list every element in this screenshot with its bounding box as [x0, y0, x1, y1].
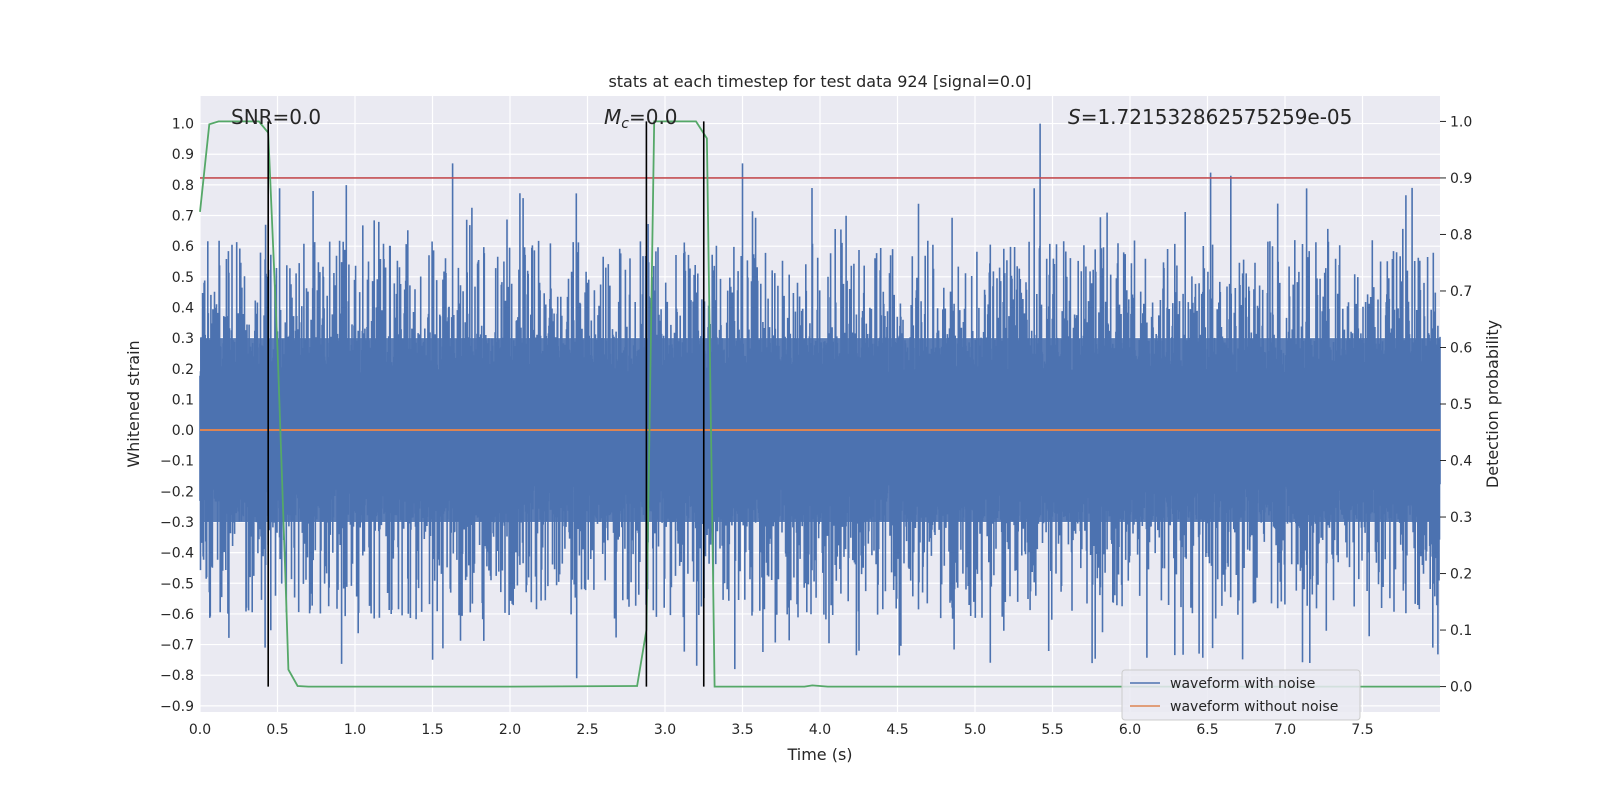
legend-label-clean: waveform without noise — [1170, 699, 1338, 715]
y-axis-ticks: 1.0 0.9 0.8 0.7 0.6 0.5 0.4 0.3 0.2 0.1 0.0 −0.1 −0.… — [160, 117, 194, 715]
x-tick-label: 7.5 — [1351, 722, 1373, 738]
x-tick-label: 0.0 — [189, 722, 211, 738]
x-axis-label: Time (s) — [786, 745, 852, 764]
y-tick-label: 0.5 — [172, 270, 194, 286]
y-axis-label: Whitened strain — [124, 340, 143, 467]
s-symbol: S — [1068, 105, 1081, 129]
y-tick-label: 0.8 — [172, 178, 194, 194]
y-tick-label: −0.9 — [160, 699, 194, 715]
y-tick-label: −0.5 — [160, 576, 194, 592]
y2-tick-label: 0.9 — [1450, 171, 1472, 187]
legend: waveform with noise waveform without noi… — [1121, 669, 1361, 721]
x-tick-label: 2.5 — [576, 722, 598, 738]
y-tick-label: 0.2 — [172, 362, 194, 378]
detection-probability-line — [199, 120, 1440, 688]
y2-tick-label: 1.0 — [1450, 114, 1472, 130]
x-tick-label: 6.0 — [1119, 722, 1141, 738]
x-tick-label: 3.5 — [731, 722, 753, 738]
x-tick-label: 0.5 — [266, 722, 288, 738]
vlines — [267, 121, 705, 687]
y-tick-label: −0.7 — [160, 638, 194, 654]
y2-tick-label: 0.7 — [1450, 284, 1472, 300]
x-tick-label: 5.0 — [964, 722, 986, 738]
mc-symbol: M — [604, 105, 621, 129]
y-tick-label: 0.7 — [172, 209, 194, 225]
x-tick-label: 4.0 — [809, 722, 831, 738]
y-tick-label: −0.8 — [160, 668, 194, 684]
y2-tick-label: 0.2 — [1450, 567, 1472, 583]
y2-axis-label: Detection probability — [1483, 320, 1502, 488]
s-annotation: S=1.721532862575259e-05 — [1068, 105, 1352, 129]
y-tick-label: −0.3 — [160, 515, 194, 531]
y-tick-label: 0.6 — [172, 239, 194, 255]
y-tick-label: −0.1 — [160, 454, 194, 470]
chart-title: stats at each timestep for test data 924… — [608, 72, 1031, 91]
x-axis-ticks: 0.0 0.5 1.0 1.5 2.0 2.5 3.0 3.5 4.0 4.5 5.0 5.5 6.0 6… — [189, 722, 1374, 738]
x-tick-label: 2.0 — [499, 722, 521, 738]
y2-tick-label: 0.6 — [1450, 340, 1472, 356]
y-tick-label: −0.2 — [160, 484, 194, 500]
y2-tick-label: 0.3 — [1450, 510, 1472, 526]
x-tick-label: 1.0 — [344, 722, 366, 738]
y2-tick-label: 0.5 — [1450, 397, 1472, 413]
x-tick-label: 4.5 — [886, 722, 908, 738]
x-tick-label: 1.5 — [421, 722, 443, 738]
y-tick-label: 0.0 — [172, 423, 194, 439]
series-detection-probability — [199, 120, 1440, 688]
mc-value: =0.0 — [629, 105, 678, 129]
y-tick-label: 0.1 — [172, 392, 194, 408]
x-tick-label: 6.5 — [1196, 722, 1218, 738]
y-tick-label: 0.9 — [172, 147, 194, 163]
x-tick-label: 5.5 — [1041, 722, 1063, 738]
mc-annotation: Mc=0.0 — [604, 105, 678, 132]
x-tick-label: 7.0 — [1274, 722, 1296, 738]
snr-annotation: SNR=0.0 — [231, 105, 321, 129]
y2-axis-ticks: 1.0 0.9 0.8 0.7 0.6 0.5 0.4 0.3 0.2 0.1 0.0 — [1440, 114, 1472, 696]
s-value: =1.721532862575259e-05 — [1081, 105, 1353, 129]
y2-tick-label: 0.4 — [1450, 454, 1472, 470]
y2-tick-label: 0.0 — [1450, 680, 1472, 696]
y2-tick-label: 0.1 — [1450, 623, 1472, 639]
y-tick-label: 0.3 — [172, 331, 194, 347]
y-tick-label: −0.6 — [160, 607, 194, 623]
legend-label-noise: waveform with noise — [1170, 676, 1315, 692]
x-tick-label: 3.0 — [654, 722, 676, 738]
y-tick-label: −0.4 — [160, 546, 194, 562]
y-tick-label: 1.0 — [172, 117, 194, 133]
y-tick-label: 0.4 — [172, 300, 194, 316]
y2-tick-label: 0.8 — [1450, 227, 1472, 243]
legend-box — [1121, 669, 1361, 721]
mc-subscript: c — [621, 116, 629, 132]
